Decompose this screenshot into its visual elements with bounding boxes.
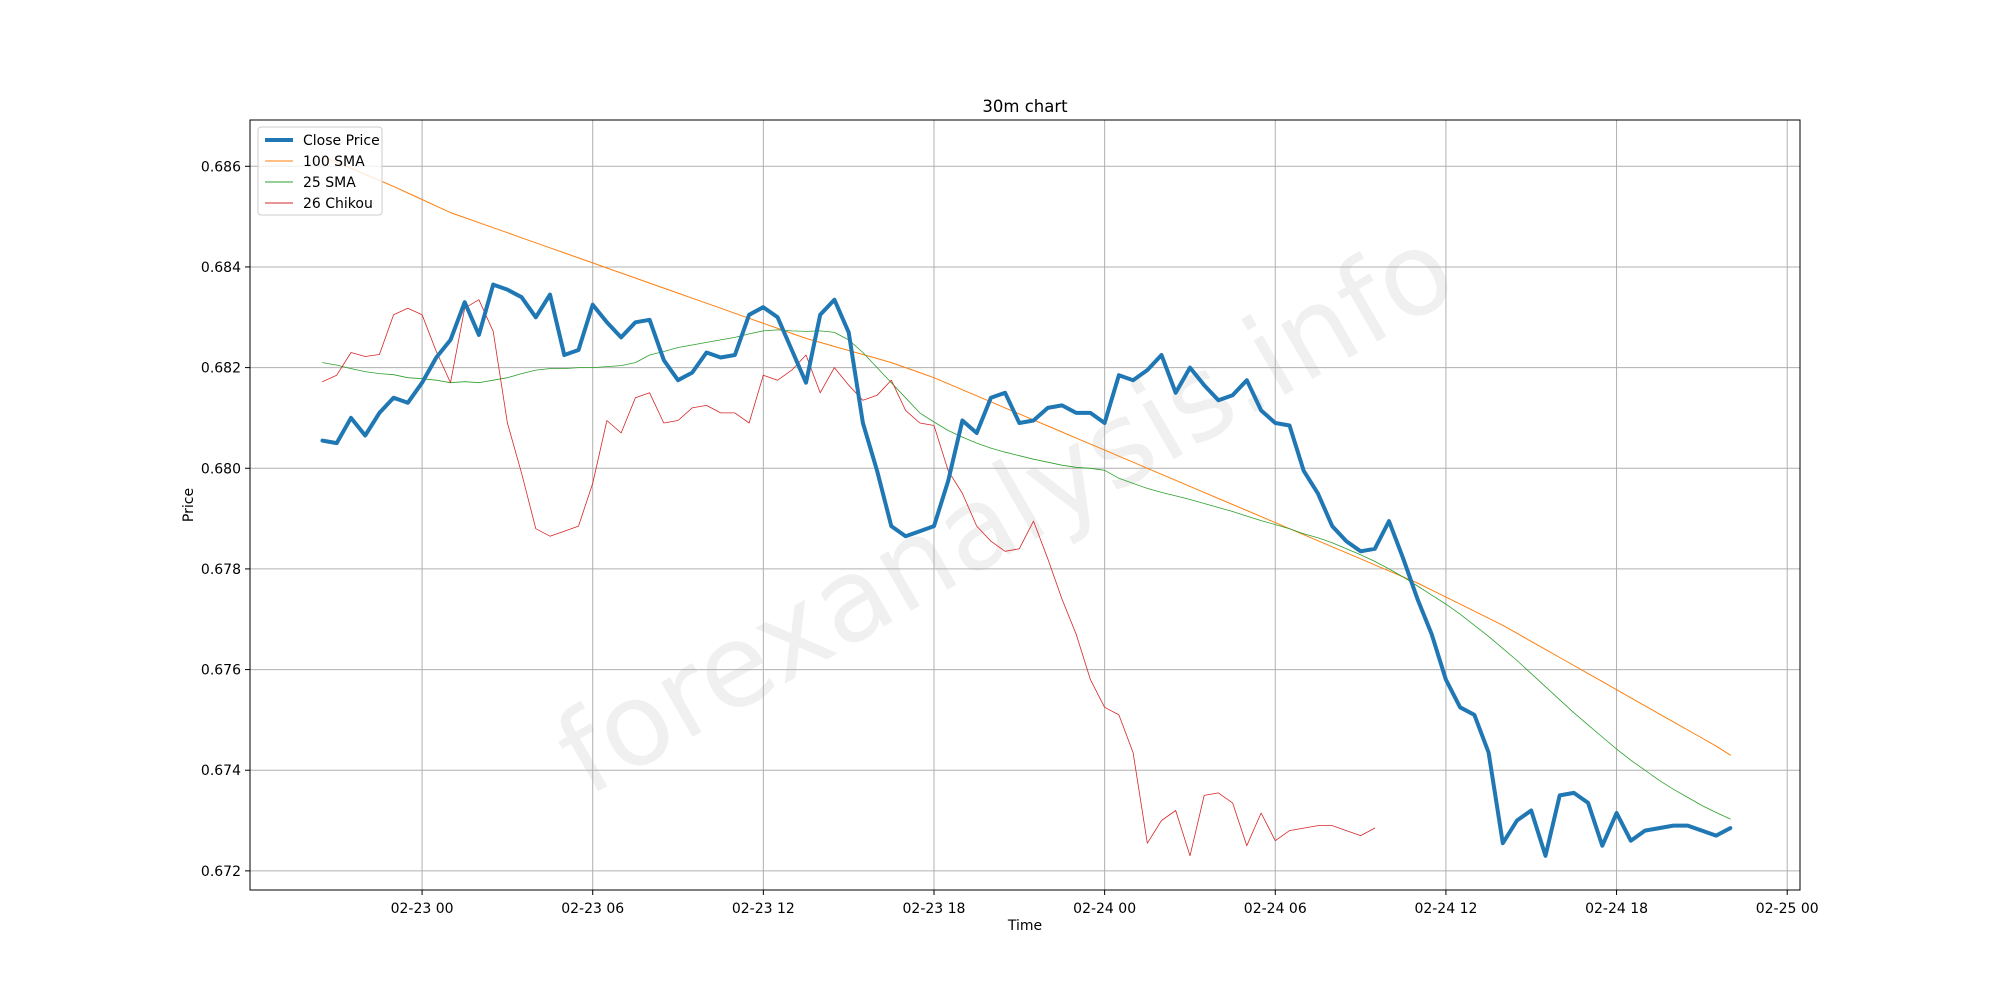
x-tick-label: 02-24 12 xyxy=(1414,901,1477,917)
y-tick-label: 0.676 xyxy=(201,663,241,679)
series-line-close-price xyxy=(320,282,1733,858)
x-tick-label: 02-23 06 xyxy=(561,901,624,917)
y-tick-label: 0.680 xyxy=(201,461,241,477)
legend-box xyxy=(257,126,383,216)
grid xyxy=(250,120,1800,890)
series-line-25-sma xyxy=(322,329,1731,820)
y-tick-label: 0.678 xyxy=(201,562,241,578)
plot-frame xyxy=(249,119,1801,891)
x-tick-label: 02-23 12 xyxy=(732,901,795,917)
y-axis-ticks: 0.672 0.674 0.676 0.678 0.680 0.682 0.684 0.686 xyxy=(201,159,250,880)
y-axis-label: Price xyxy=(181,488,197,522)
legend-label: 26 Chikou xyxy=(303,196,373,212)
watermark: forexanalysis.info xyxy=(535,201,1477,822)
legend: Close Price 100 SMA 25 SMA 26 Chikou xyxy=(257,126,383,216)
x-axis-ticks: 02-23 00 02-23 06 02-23 12 02-23 18 02-24 00… xyxy=(391,890,1819,917)
series-line-26-chikou xyxy=(322,299,1376,857)
x-tick-label: 02-24 18 xyxy=(1585,901,1648,917)
series-layer xyxy=(320,155,1733,858)
y-tick-label: 0.674 xyxy=(201,763,241,779)
legend-label: Close Price xyxy=(303,133,380,149)
legend-label: 100 SMA xyxy=(303,154,365,170)
legend-label: 25 SMA xyxy=(303,175,356,191)
y-tick-label: 0.686 xyxy=(201,159,241,175)
series-line-100-sma xyxy=(322,155,1731,756)
y-tick-label: 0.672 xyxy=(201,864,241,880)
x-tick-label: 02-23 18 xyxy=(903,901,966,917)
x-tick-label: 02-24 00 xyxy=(1073,901,1136,917)
y-tick-label: 0.684 xyxy=(201,260,241,276)
x-axis-label: Time xyxy=(1007,918,1042,934)
x-tick-label: 02-25 00 xyxy=(1756,901,1819,917)
x-tick-label: 02-24 06 xyxy=(1244,901,1307,917)
y-tick-label: 0.682 xyxy=(201,361,241,377)
chart-title: 30m chart xyxy=(982,97,1068,116)
x-tick-label: 02-23 00 xyxy=(391,901,454,917)
